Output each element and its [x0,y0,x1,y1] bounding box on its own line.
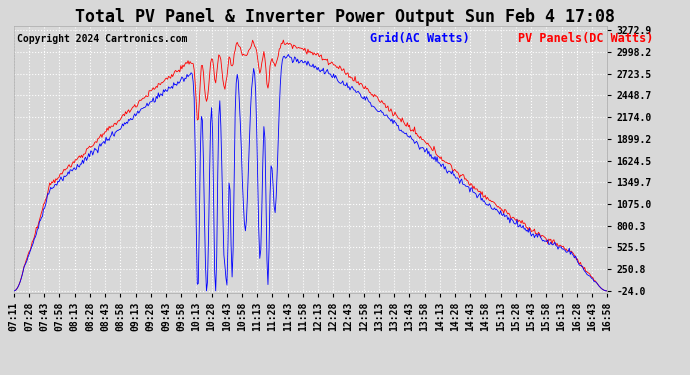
Text: Grid(AC Watts): Grid(AC Watts) [370,32,470,45]
Text: PV Panels(DC Watts): PV Panels(DC Watts) [518,32,653,45]
Text: Total PV Panel & Inverter Power Output Sun Feb 4 17:08: Total PV Panel & Inverter Power Output S… [75,8,615,26]
Text: Copyright 2024 Cartronics.com: Copyright 2024 Cartronics.com [17,34,187,44]
